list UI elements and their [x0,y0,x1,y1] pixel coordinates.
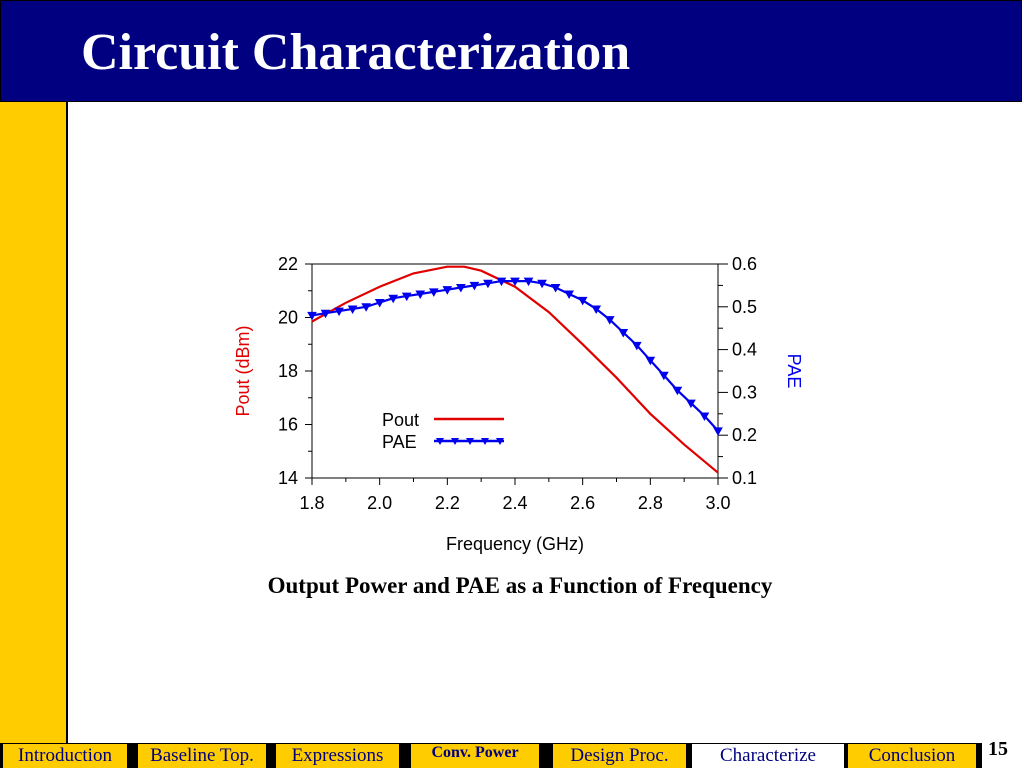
pae-marker [659,371,669,381]
pae-marker [604,316,615,325]
pae-marker [618,328,629,338]
nav-item-design-proc[interactable]: Design Proc. [553,744,686,768]
x-tick-label: 2.0 [367,493,392,513]
legend-marker-pae [481,438,489,445]
pae-marker [388,294,399,304]
pae-line [311,280,719,432]
nav-item-conclusion[interactable]: Conclusion [848,744,976,768]
pae-marker [442,286,453,295]
left-accent-bar [0,102,68,743]
page-number: 15 [988,738,1008,760]
x-tick-label: 1.8 [299,493,324,513]
pae-marker [456,284,466,293]
pae-marker [361,303,371,312]
pae-marker [631,341,642,351]
x-tick-label: 2.4 [502,493,527,513]
legend-label-pout: Pout [382,410,419,430]
nav-item-characterize[interactable]: Characterize [692,744,844,768]
pae-marker [415,290,426,299]
pae-marker [686,399,696,409]
pae-marker [496,277,507,287]
y2-tick-label: 0.5 [732,297,757,317]
y2-tick-label: 0.2 [732,425,757,445]
pae-marker [347,305,358,314]
nav-item-introduction[interactable]: Introduction [3,744,127,768]
pae-marker [591,305,602,314]
pae-marker [374,299,385,308]
y-tick-label: 20 [278,308,298,328]
legend-label-pae: PAE [382,432,417,452]
legend-marker-pae [466,438,474,445]
pae-marker [428,288,439,297]
legend-marker-pae [496,438,504,445]
pae-marker [469,281,480,291]
y2-tick-label: 0.4 [732,340,757,360]
title-bar: Circuit Characterization [0,0,1022,102]
figure-caption: Output Power and PAE as a Function of Fr… [267,573,773,598]
pae-marker [564,290,574,299]
pae-marker [401,292,412,302]
x-tick-label: 2.6 [570,493,595,513]
nav-item-baseline-top[interactable]: Baseline Top. [138,744,266,768]
x-axis-label: Frequency (GHz) [446,534,584,554]
y-tick-label: 22 [278,254,298,274]
pout-line [311,265,719,474]
y-axis-label: Pout (dBm) [233,325,253,416]
y2-axis-label: PAE [784,354,804,389]
legend-marker-pae [436,438,444,445]
pae-marker [699,412,710,421]
y-tick-label: 16 [278,415,298,435]
nav-item-conv-power[interactable]: Conv. Power [411,744,539,768]
pae-marker [320,309,331,319]
pae-marker [537,279,547,289]
pae-marker [550,284,561,293]
y2-tick-label: 0.1 [732,468,757,488]
nav-item-expressions[interactable]: Expressions [276,744,399,768]
x-tick-label: 3.0 [705,493,730,513]
x-tick-label: 2.8 [638,493,663,513]
y2-tick-label: 0.6 [732,254,757,274]
legend-marker-pae [451,438,459,445]
pae-marker [713,427,723,436]
pae-marker [672,386,683,396]
pae-marker [523,277,534,287]
pae-marker [334,307,344,317]
x-tick-label: 2.2 [435,493,460,513]
y-tick-label: 18 [278,361,298,381]
y-tick-label: 14 [278,468,298,488]
y2-tick-label: 0.3 [732,382,757,402]
pae-marker [307,311,317,321]
pae-marker [577,296,588,306]
pae-marker [483,279,493,289]
pae-marker [645,356,656,366]
pae-marker [510,277,520,287]
slide-title: Circuit Characterization [81,24,631,81]
plot-frame [311,263,719,479]
